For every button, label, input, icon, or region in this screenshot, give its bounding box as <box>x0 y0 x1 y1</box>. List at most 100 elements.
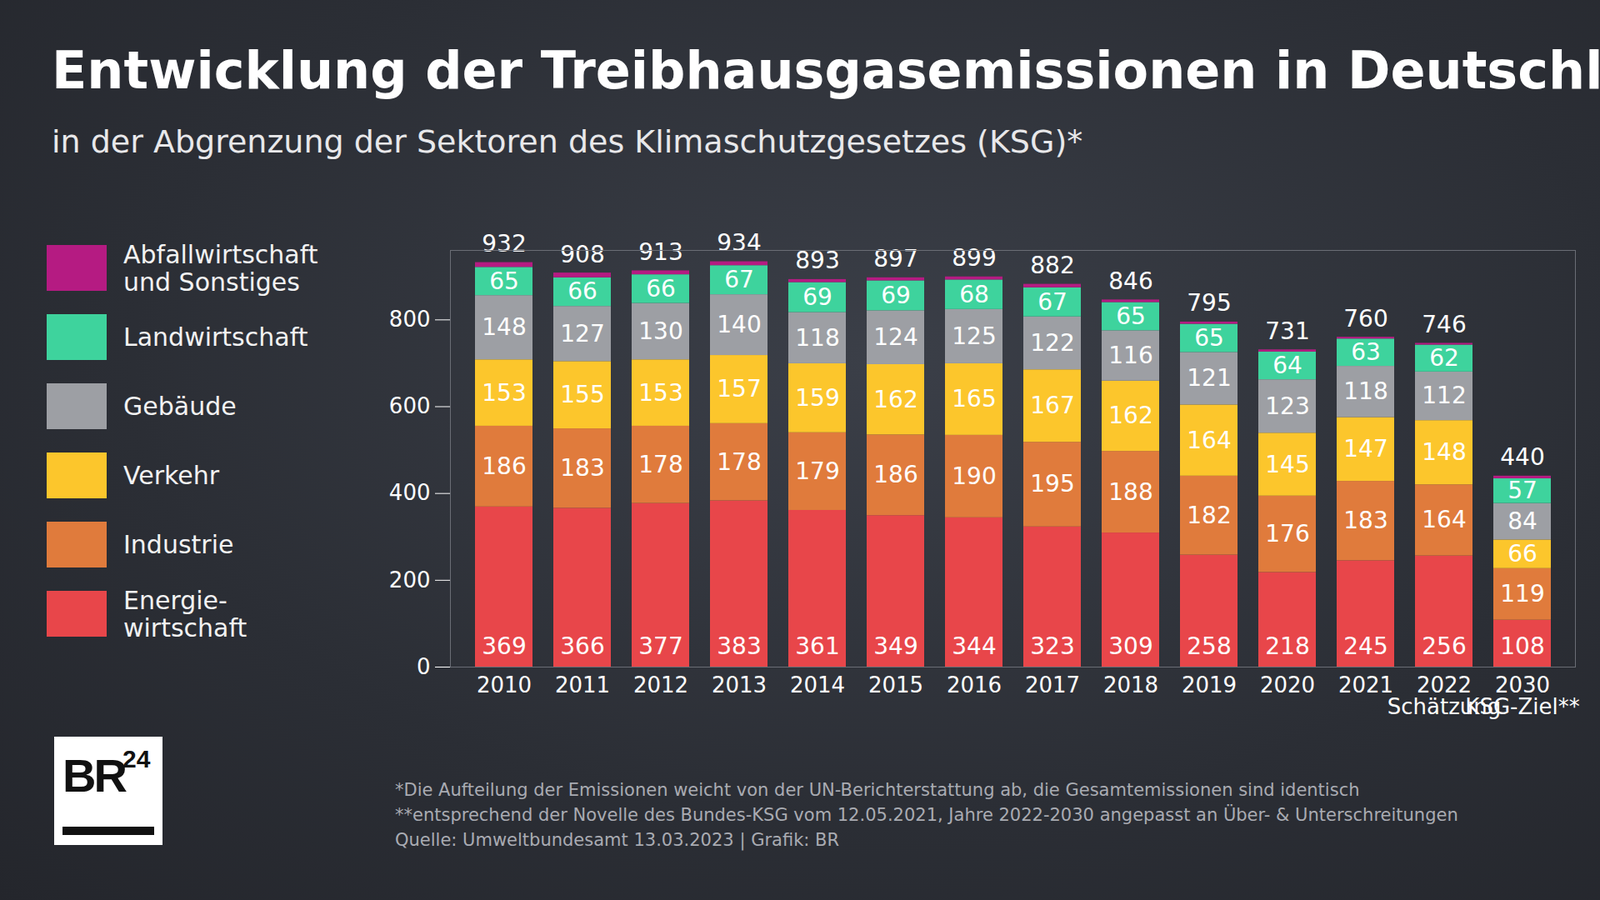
svg-text:124: 124 <box>873 323 918 351</box>
svg-text:167: 167 <box>1030 391 1075 420</box>
svg-text:108: 108 <box>1500 632 1545 660</box>
svg-text:195: 195 <box>1030 470 1075 498</box>
svg-text:123: 123 <box>1265 392 1310 420</box>
svg-text:153: 153 <box>481 379 526 407</box>
svg-text:245: 245 <box>1343 632 1388 660</box>
svg-text:731: 731 <box>1265 317 1310 345</box>
svg-text:600: 600 <box>389 393 431 419</box>
svg-text:165: 165 <box>951 385 996 413</box>
svg-text:200: 200 <box>389 567 431 593</box>
svg-text:162: 162 <box>1108 401 1153 430</box>
svg-text:934: 934 <box>716 229 761 257</box>
svg-text:383: 383 <box>716 632 761 660</box>
svg-text:178: 178 <box>638 450 683 479</box>
svg-text:68: 68 <box>959 280 990 309</box>
svg-text:67: 67 <box>1037 288 1068 316</box>
svg-text:183: 183 <box>1343 506 1388 535</box>
svg-text:190: 190 <box>951 462 996 490</box>
svg-text:125: 125 <box>951 322 996 350</box>
svg-text:746: 746 <box>1421 310 1466 339</box>
svg-text:2019: 2019 <box>1181 672 1237 698</box>
svg-text:119: 119 <box>1500 580 1545 608</box>
svg-text:122: 122 <box>1030 329 1075 357</box>
svg-text:140: 140 <box>716 310 761 339</box>
svg-text:179: 179 <box>795 457 840 485</box>
svg-text:369: 369 <box>481 632 526 660</box>
svg-text:153: 153 <box>638 379 683 407</box>
svg-text:882: 882 <box>1030 251 1075 280</box>
svg-text:258: 258 <box>1186 632 1231 660</box>
svg-text:377: 377 <box>638 632 683 660</box>
svg-text:846: 846 <box>1108 267 1153 295</box>
svg-text:349: 349 <box>873 632 918 660</box>
svg-text:65: 65 <box>1115 302 1146 330</box>
svg-text:760: 760 <box>1343 305 1388 333</box>
svg-text:66: 66 <box>645 275 676 303</box>
svg-text:309: 309 <box>1108 632 1153 660</box>
svg-text:2030KSG-Ziel**: 2030KSG-Ziel** <box>1465 672 1580 720</box>
svg-text:2015: 2015 <box>868 672 924 698</box>
svg-text:147: 147 <box>1343 435 1388 463</box>
svg-text:899: 899 <box>951 244 996 272</box>
svg-text:62: 62 <box>1429 344 1460 372</box>
svg-text:145: 145 <box>1265 450 1310 478</box>
svg-text:66: 66 <box>1507 540 1538 568</box>
svg-text:2017: 2017 <box>1025 672 1080 698</box>
svg-text:130: 130 <box>638 317 683 345</box>
svg-text:897: 897 <box>873 245 918 273</box>
svg-text:65: 65 <box>489 267 520 295</box>
svg-text:69: 69 <box>802 283 833 311</box>
svg-text:932: 932 <box>481 230 526 258</box>
svg-text:182: 182 <box>1186 501 1231 530</box>
svg-text:176: 176 <box>1265 520 1310 548</box>
svg-text:2011: 2011 <box>555 672 610 698</box>
svg-text:178: 178 <box>716 448 761 476</box>
svg-text:155: 155 <box>560 380 605 409</box>
svg-text:112: 112 <box>1421 381 1466 410</box>
svg-text:913: 913 <box>638 238 683 266</box>
svg-text:361: 361 <box>795 632 840 660</box>
svg-text:65: 65 <box>1194 324 1225 352</box>
svg-text:2018: 2018 <box>1103 672 1159 698</box>
svg-text:162: 162 <box>873 385 918 414</box>
svg-text:2020: 2020 <box>1260 672 1315 698</box>
svg-text:323: 323 <box>1030 632 1075 660</box>
svg-text:118: 118 <box>795 324 840 352</box>
svg-text:186: 186 <box>481 452 526 480</box>
svg-text:63: 63 <box>1350 338 1381 366</box>
svg-text:148: 148 <box>1421 438 1466 466</box>
svg-text:67: 67 <box>724 265 755 294</box>
svg-text:2010: 2010 <box>476 672 532 698</box>
svg-text:64: 64 <box>1272 351 1303 380</box>
svg-text:893: 893 <box>795 246 840 275</box>
svg-text:57: 57 <box>1507 476 1538 505</box>
svg-text:127: 127 <box>560 320 605 348</box>
svg-text:183: 183 <box>560 454 605 482</box>
svg-text:256: 256 <box>1421 632 1466 660</box>
svg-text:118: 118 <box>1343 377 1388 405</box>
svg-text:164: 164 <box>1421 505 1466 534</box>
svg-text:2012: 2012 <box>633 672 689 698</box>
svg-text:795: 795 <box>1186 289 1231 317</box>
svg-text:66: 66 <box>567 277 598 305</box>
svg-text:2021: 2021 <box>1338 672 1394 698</box>
svg-text:157: 157 <box>716 375 761 403</box>
svg-text:2016: 2016 <box>946 672 1002 698</box>
svg-text:164: 164 <box>1186 426 1231 455</box>
svg-text:186: 186 <box>873 460 918 489</box>
svg-text:344: 344 <box>951 632 996 660</box>
svg-text:188: 188 <box>1108 478 1153 506</box>
svg-text:0: 0 <box>416 654 431 680</box>
svg-text:400: 400 <box>389 480 431 505</box>
svg-text:2013: 2013 <box>711 672 767 698</box>
svg-text:84: 84 <box>1507 507 1538 535</box>
svg-text:121: 121 <box>1186 364 1231 392</box>
svg-text:800: 800 <box>389 306 431 332</box>
svg-text:440: 440 <box>1500 443 1545 471</box>
svg-text:148: 148 <box>481 313 526 341</box>
svg-text:908: 908 <box>560 240 605 269</box>
svg-text:69: 69 <box>880 281 911 310</box>
svg-text:366: 366 <box>560 632 605 660</box>
svg-text:218: 218 <box>1265 632 1310 660</box>
svg-text:116: 116 <box>1108 341 1153 370</box>
